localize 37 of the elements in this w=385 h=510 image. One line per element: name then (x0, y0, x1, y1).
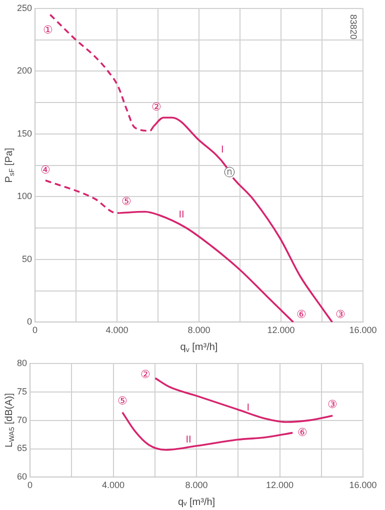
y-tick-label: 75 (16, 386, 28, 396)
annotation: ① (43, 24, 54, 37)
series-label: II (178, 210, 184, 221)
y-tick-label: 70 (16, 414, 28, 425)
x-tick-label: 4.000 (106, 325, 128, 336)
y-tick-label: 200 (16, 66, 32, 76)
x-tick-label: 8.000 (188, 325, 210, 336)
series-label: II (186, 434, 192, 446)
annotation: ⑥ (298, 426, 308, 439)
x-tick-label: 4.000 (102, 480, 125, 490)
annotation: ③ (328, 398, 338, 411)
annotation: 83820 (348, 14, 359, 40)
annotation: ③ (335, 309, 346, 322)
x-tick-label: 8.000 (185, 480, 208, 490)
y-tick-label: 50 (22, 254, 32, 264)
x-axis-title: qᵥ [m³/h] (178, 496, 216, 508)
annotation: ② (152, 101, 162, 114)
y-tick-label: 65 (16, 443, 28, 454)
y-tick-label: 100 (16, 191, 32, 202)
annotation: ⑤ (122, 196, 132, 208)
annotation: ④ (40, 164, 50, 176)
y-tick-label: 60 (16, 472, 28, 482)
y-tick-label: 0 (27, 316, 32, 327)
x-tick-label: 16.000 (349, 480, 377, 490)
series-label: I (246, 402, 250, 414)
annotation: ② (140, 369, 150, 382)
series-label: I (220, 144, 224, 156)
line-series (122, 411, 294, 451)
y-tick-label: 80 (16, 358, 28, 368)
y-tick-label: 250 (16, 2, 32, 13)
y-tick-label: 150 (16, 128, 32, 138)
x-tick-label: 12.000 (267, 325, 295, 336)
x-tick-label: 16.000 (349, 325, 377, 336)
x-tick-label: 12.000 (266, 480, 294, 490)
annotation: ⓝ (224, 166, 235, 179)
annotation: ⑥ (296, 309, 306, 322)
annotation: ⑤ (117, 395, 128, 408)
